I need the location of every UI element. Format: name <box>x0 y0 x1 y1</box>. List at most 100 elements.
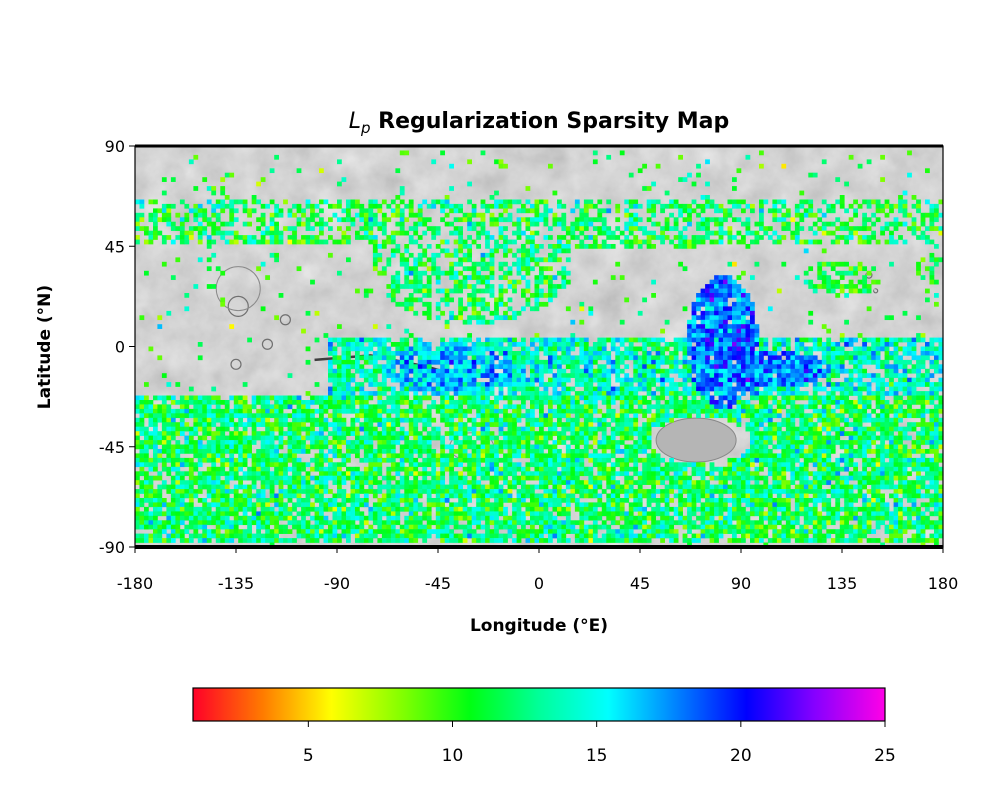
sparsity-pixel <box>592 440 598 445</box>
sparsity-pixel <box>346 373 351 378</box>
sparsity-pixel <box>458 288 463 294</box>
sparsity-pixel <box>574 417 580 423</box>
sparsity-pixel <box>741 359 746 365</box>
sparsity-pixel <box>911 217 917 223</box>
sparsity-pixel <box>144 435 149 441</box>
sparsity-pixel <box>803 351 809 356</box>
sparsity-pixel <box>857 373 863 378</box>
sparsity-pixel <box>247 337 252 343</box>
sparsity-pixel <box>844 440 849 445</box>
sparsity-pixel <box>444 382 450 387</box>
sparsity-pixel <box>377 342 383 347</box>
sparsity-pixel <box>866 382 872 387</box>
sparsity-pixel <box>507 395 513 401</box>
sparsity-pixel <box>673 364 679 370</box>
sparsity-pixel <box>337 377 342 383</box>
sparsity-pixel <box>193 154 199 160</box>
sparsity-pixel <box>530 417 535 423</box>
sparsity-pixel <box>759 435 764 441</box>
sparsity-pixel <box>444 395 450 401</box>
sparsity-pixel <box>359 404 365 410</box>
sparsity-pixel <box>597 391 603 396</box>
sparsity-pixel <box>395 279 401 285</box>
sparsity-pixel <box>485 279 490 285</box>
sparsity-pixel <box>534 333 540 338</box>
sparsity-pixel <box>278 235 284 240</box>
sparsity-pixel <box>669 382 674 387</box>
sparsity-pixel <box>363 435 369 441</box>
sparsity-pixel <box>503 364 508 370</box>
sparsity-pixel <box>399 391 405 396</box>
sparsity-pixel <box>355 288 360 294</box>
sparsity-pixel <box>880 426 885 432</box>
sparsity-pixel <box>305 221 311 227</box>
sparsity-pixel <box>166 404 172 410</box>
sparsity-pixel <box>705 181 710 187</box>
sparsity-pixel <box>494 301 499 307</box>
sparsity-pixel <box>399 413 405 419</box>
sparsity-pixel <box>377 337 383 343</box>
sparsity-pixel <box>830 230 836 236</box>
sparsity-pixel <box>355 355 360 361</box>
sparsity-pixel <box>597 386 603 392</box>
sparsity-pixel <box>467 368 472 374</box>
sparsity-pixel <box>242 440 248 445</box>
sparsity-pixel <box>601 400 607 405</box>
sparsity-pixel <box>220 422 226 427</box>
sparsity-pixel <box>408 346 414 352</box>
sparsity-pixel <box>193 217 199 223</box>
sparsity-pixel <box>305 444 311 450</box>
sparsity-pixel <box>399 426 405 432</box>
sparsity-pixel <box>435 301 441 307</box>
sparsity-pixel <box>597 422 603 427</box>
sparsity-pixel <box>597 355 603 361</box>
sparsity-pixel <box>776 408 782 414</box>
sparsity-pixel <box>696 239 701 245</box>
sparsity-pixel <box>857 279 863 285</box>
sparsity-pixel <box>750 315 755 321</box>
sparsity-pixel <box>395 212 401 218</box>
sparsity-pixel <box>803 355 809 361</box>
sparsity-pixel <box>193 413 199 419</box>
sparsity-pixel <box>458 342 463 347</box>
sparsity-pixel <box>579 395 585 401</box>
sparsity-pixel <box>166 310 172 316</box>
sparsity-pixel <box>767 440 773 445</box>
sparsity-pixel <box>853 368 858 374</box>
sparsity-pixel <box>691 181 697 187</box>
sparsity-pixel <box>166 440 172 445</box>
sparsity-pixel <box>745 324 751 329</box>
sparsity-pixel <box>759 208 764 214</box>
sparsity-pixel <box>431 230 437 236</box>
sparsity-pixel <box>251 413 257 419</box>
sparsity-pixel <box>857 346 863 352</box>
sparsity-pixel <box>215 230 221 236</box>
sparsity-pixel <box>161 203 167 209</box>
sparsity-pixel <box>830 435 836 441</box>
sparsity-pixel <box>179 230 185 236</box>
sparsity-pixel <box>812 355 818 361</box>
sparsity-pixel <box>440 391 445 396</box>
sparsity-pixel <box>548 244 553 249</box>
sparsity-pixel <box>745 230 751 236</box>
sparsity-pixel <box>565 444 571 450</box>
sparsity-pixel <box>592 159 598 165</box>
sparsity-pixel <box>916 373 921 378</box>
sparsity-pixel <box>435 315 441 321</box>
sparsity-pixel <box>700 226 706 231</box>
sparsity-pixel <box>539 426 544 432</box>
sparsity-pixel <box>422 270 428 276</box>
sparsity-pixel <box>781 359 787 365</box>
sparsity-pixel <box>144 400 149 405</box>
sparsity-pixel <box>512 382 517 387</box>
sparsity-pixel <box>381 408 387 414</box>
sparsity-pixel <box>911 391 917 396</box>
sparsity-pixel <box>557 346 562 352</box>
sparsity-pixel <box>193 212 199 218</box>
sparsity-pixel <box>292 444 297 450</box>
sparsity-pixel <box>803 440 809 445</box>
sparsity-pixel <box>898 203 903 209</box>
sparsity-pixel <box>512 279 517 285</box>
sparsity-pixel <box>521 257 526 263</box>
sparsity-pixel <box>238 444 243 450</box>
